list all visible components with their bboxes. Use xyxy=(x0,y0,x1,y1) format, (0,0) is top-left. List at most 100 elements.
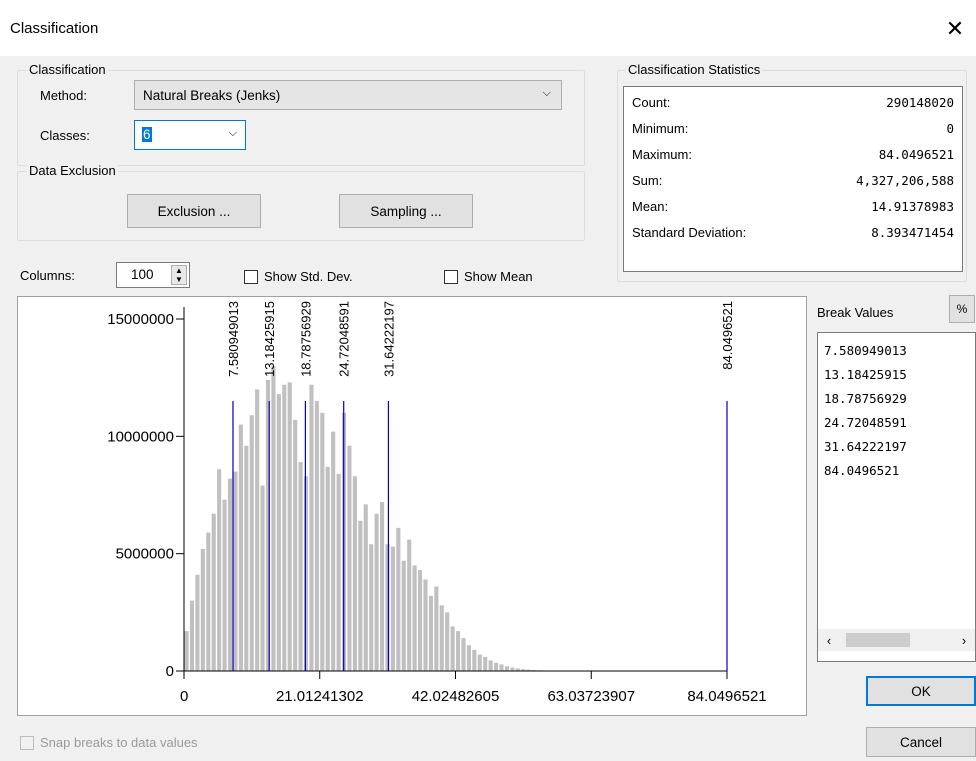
histogram-bar xyxy=(206,532,211,671)
cancel-button[interactable]: Cancel xyxy=(866,727,976,757)
stat-value: 290148020 xyxy=(886,95,954,110)
break-value-item[interactable]: 84.0496521 xyxy=(824,463,900,478)
stat-std-dev: Standard Deviation: 8.393471454 xyxy=(632,225,954,247)
stat-label: Maximum: xyxy=(632,147,692,162)
stat-label: Sum: xyxy=(632,173,663,188)
break-label: 84.0496521 xyxy=(720,301,735,370)
data-exclusion-label: Data Exclusion xyxy=(27,163,118,178)
statistics-group xyxy=(617,70,967,282)
columns-spinner[interactable]: 100 ▲ ▼ xyxy=(116,262,190,288)
histogram-bar xyxy=(374,513,379,671)
stat-value: 8.393471454 xyxy=(871,225,954,240)
classification-group xyxy=(17,70,585,166)
histogram-bar xyxy=(287,382,292,671)
histogram-bar xyxy=(390,546,395,671)
histogram-bar xyxy=(363,504,368,671)
histogram-bar xyxy=(434,586,439,671)
break-value-item[interactable]: 13.18425915 xyxy=(824,367,907,382)
histogram-bar xyxy=(488,660,493,671)
show-mean-checkbox[interactable] xyxy=(444,270,458,284)
histogram-bar xyxy=(325,466,330,671)
classes-dropdown[interactable]: 6 ⌵ xyxy=(134,120,246,150)
statistics-box: Count: 290148020 Minimum: 0 Maximum: 84.… xyxy=(623,86,963,272)
histogram-bar xyxy=(521,669,526,671)
break-value-item[interactable]: 18.78756929 xyxy=(824,391,907,406)
histogram-chart[interactable]: 0 5000000 10000000 15000000 0 21.01241302 42.0… xyxy=(18,297,806,715)
break-label: 24.72048591 xyxy=(337,301,352,377)
histogram-bar xyxy=(211,513,216,671)
x-tick-label: 63.03723907 xyxy=(547,688,635,705)
sampling-button[interactable]: Sampling ... xyxy=(339,194,473,228)
stat-label: Standard Deviation: xyxy=(632,225,747,240)
histogram-bar xyxy=(303,476,309,671)
histogram-bar xyxy=(461,638,466,671)
histogram-bar xyxy=(358,520,363,671)
histogram-bar xyxy=(276,394,281,671)
histogram-bar xyxy=(526,669,531,671)
break-label: 31.64222197 xyxy=(381,301,396,377)
classes-label: Classes: xyxy=(40,128,90,143)
histogram-bar xyxy=(189,600,195,671)
stat-value: 14.91378983 xyxy=(871,199,954,214)
histogram-bar xyxy=(238,424,243,671)
break-values-list[interactable]: 7.580949013 13.18425915 18.78756929 24.7… xyxy=(817,332,976,662)
y-tick-label: 0 xyxy=(166,663,174,680)
window-title: Classification xyxy=(10,20,99,37)
histogram-bar xyxy=(271,365,276,671)
histogram-bar xyxy=(456,631,461,671)
histogram-bar xyxy=(423,579,428,671)
histogram-bar xyxy=(504,666,509,671)
x-tick-label: 0 xyxy=(180,688,188,705)
stat-maximum: Maximum: 84.0496521 xyxy=(632,147,954,169)
close-icon[interactable]: ✕ xyxy=(945,16,965,41)
percent-button[interactable]: % xyxy=(949,295,975,323)
data-exclusion-group xyxy=(17,171,585,241)
stat-label: Minimum: xyxy=(632,121,689,136)
histogram-bar xyxy=(184,631,189,671)
histogram-bar xyxy=(314,401,319,671)
break-value-item[interactable]: 31.64222197 xyxy=(824,439,907,454)
show-mean-label: Show Mean xyxy=(464,269,533,284)
histogram-bar xyxy=(450,626,455,671)
histogram-bar xyxy=(412,565,417,671)
stat-count: Count: 290148020 xyxy=(632,95,954,117)
method-label: Method: xyxy=(40,88,87,103)
show-std-dev-checkbox[interactable] xyxy=(244,270,258,284)
stat-sum: Sum: 4,327,206,588 xyxy=(632,173,954,195)
exclusion-button[interactable]: Exclusion ... xyxy=(127,194,261,228)
histogram-bar xyxy=(255,389,260,671)
histogram-chart-area[interactable]: 0 5000000 10000000 15000000 0 21.01241302 42.0… xyxy=(17,296,807,716)
spinner-arrows-icon[interactable]: ▲ ▼ xyxy=(171,265,187,285)
ok-button[interactable]: OK xyxy=(866,676,976,706)
histogram-bar xyxy=(217,469,222,671)
scrollbar-thumb[interactable] xyxy=(846,633,910,647)
classes-value: 6 xyxy=(142,127,152,142)
statistics-group-label: Classification Statistics xyxy=(626,62,763,77)
histogram-bar xyxy=(227,478,233,671)
histogram-bar xyxy=(499,664,504,671)
method-dropdown[interactable]: Natural Breaks (Jenks) ⌵ xyxy=(134,80,562,110)
horizontal-scrollbar[interactable]: ‹ › xyxy=(818,629,975,651)
break-value-item[interactable]: 24.72048591 xyxy=(824,415,907,430)
histogram-bar xyxy=(477,654,482,671)
histogram-bar xyxy=(396,527,401,671)
histogram-bar xyxy=(401,560,406,671)
histogram-bar xyxy=(494,662,499,671)
break-value-item[interactable]: 7.580949013 xyxy=(824,343,907,358)
x-tick-label: 84.0496521 xyxy=(687,688,766,705)
snap-breaks-checkbox[interactable] xyxy=(20,736,34,750)
histogram-bar xyxy=(265,380,271,671)
break-label: 18.78756929 xyxy=(298,301,313,377)
histogram-bar xyxy=(331,431,336,671)
histogram-bar xyxy=(260,485,265,671)
x-tick-label: 42.02482605 xyxy=(412,688,500,705)
chevron-down-icon: ⌵ xyxy=(228,127,237,139)
histogram-bar xyxy=(320,412,325,671)
scroll-right-icon[interactable]: › xyxy=(953,629,975,651)
scroll-left-icon[interactable]: ‹ xyxy=(818,629,840,651)
break-label: 13.18425915 xyxy=(262,301,277,377)
histogram-bar xyxy=(233,471,238,671)
y-tick-label: 10000000 xyxy=(107,428,174,445)
histogram-bar xyxy=(200,548,205,671)
title-bar xyxy=(0,0,976,56)
